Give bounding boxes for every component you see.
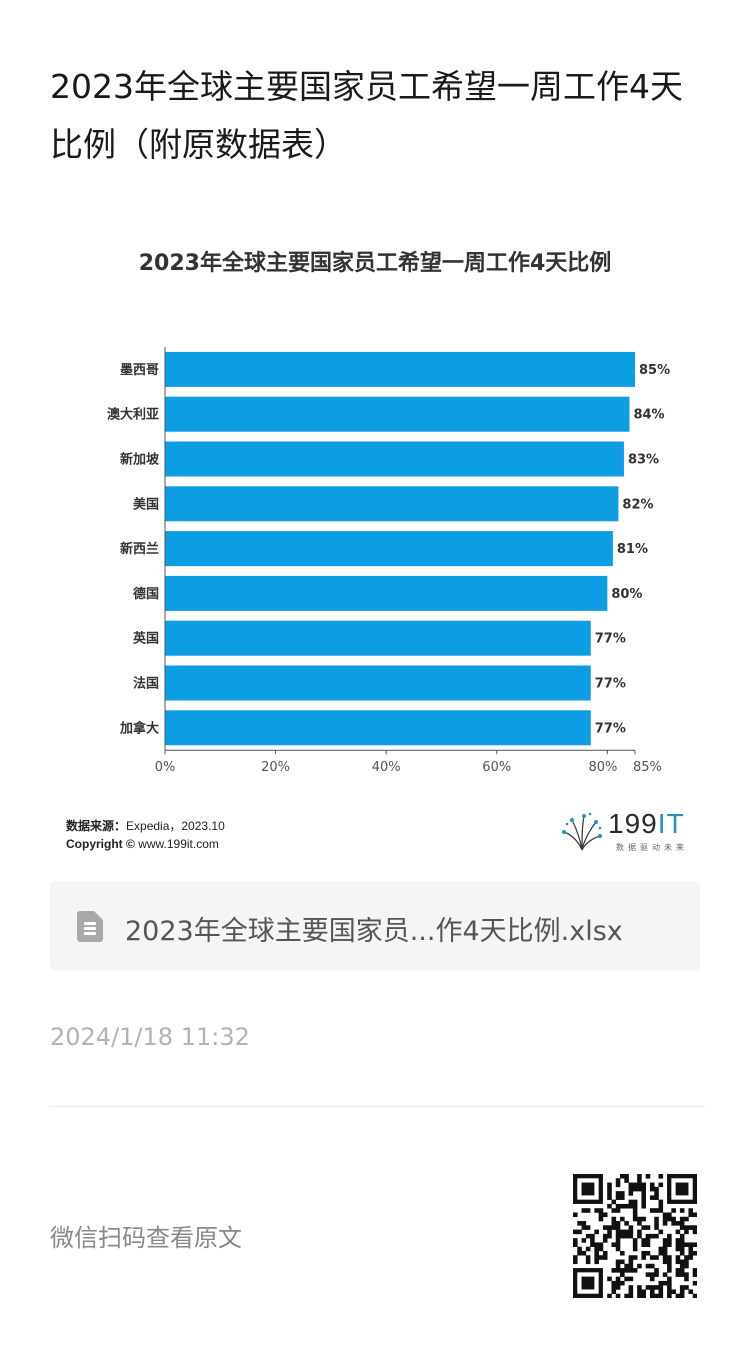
copyright-label: Copyright © — [66, 837, 135, 851]
copyright-line: Copyright © www.199it.com — [66, 837, 219, 851]
source-line: 数据来源：Expedia，2023.10 — [66, 817, 225, 834]
spreadsheet-file-icon — [77, 911, 103, 942]
data-label: 81% — [617, 542, 648, 557]
brand-logo: 199IT 数据驱动未来 — [560, 808, 690, 856]
data-label: 77% — [595, 677, 626, 692]
category-label: 美国 — [133, 496, 159, 512]
category-label: 加拿大 — [119, 720, 159, 736]
data-label: 84% — [633, 408, 664, 423]
category-label: 德国 — [133, 586, 159, 602]
attachment-card[interactable]: 2023年全球主要国家员...作4天比例.xlsx — [50, 881, 700, 971]
chart-bar — [165, 665, 591, 701]
chart-bar — [165, 486, 619, 522]
divider — [50, 1106, 705, 1107]
brand-name: 199IT — [608, 808, 685, 839]
publish-time: 2024/1/18 11:32 — [50, 1023, 250, 1051]
chart-bar — [165, 441, 624, 477]
copyright-text: www.199it.com — [138, 837, 219, 851]
category-label: 墨西哥 — [120, 362, 159, 378]
attachment-file-name[interactable]: 2023年全球主要国家员...作4天比例.xlsx — [125, 916, 623, 947]
qr-code-icon[interactable] — [573, 1174, 697, 1298]
category-label: 新西兰 — [120, 541, 159, 557]
qr-hint: 微信扫码查看原文 — [50, 1224, 242, 1252]
data-label: 82% — [622, 497, 653, 512]
dandelion-icon — [562, 812, 602, 851]
category-label: 澳大利亚 — [107, 407, 159, 423]
chart-bar — [165, 710, 591, 746]
chart-image: 2023年全球主要国家员工希望一周工作4天比例 墨西哥 85% 澳大利亚 84% 新加坡… — [50, 225, 700, 865]
bar-chart: 墨西哥 85% 澳大利亚 84% 新加坡 83% 美国 82% 新西兰 81% 德国 80% 英国 77%… — [107, 347, 670, 775]
category-label: 法国 — [133, 676, 159, 692]
brand-tagline: 数据驱动未来 — [616, 843, 688, 852]
data-label: 77% — [595, 721, 626, 736]
data-label: 77% — [595, 632, 626, 647]
data-label: 83% — [628, 453, 659, 468]
article-title: 2023年全球主要国家员工希望一周工作4天比例（附原数据表） — [50, 67, 683, 164]
source-text: Expedia，2023.10 — [126, 819, 225, 833]
x-tick-label: 40% — [372, 760, 401, 775]
chart-bar — [165, 620, 591, 656]
data-label: 80% — [611, 587, 642, 602]
x-tick-label: 0% — [155, 760, 176, 775]
x-tick-label: 80% — [588, 760, 617, 775]
chart-title: 2023年全球主要国家员工希望一周工作4天比例 — [138, 251, 612, 276]
x-tick-label: 60% — [482, 760, 511, 775]
category-label: 英国 — [132, 631, 159, 647]
chart-bar — [165, 575, 608, 611]
category-label: 新加坡 — [120, 452, 160, 468]
chart-bar — [165, 396, 630, 432]
source-label: 数据来源： — [66, 819, 127, 833]
x-tick-label: 20% — [261, 760, 290, 775]
x-tick-label: 85% — [633, 760, 662, 775]
chart-bar — [165, 531, 613, 567]
chart-bar — [165, 351, 635, 387]
data-label: 85% — [639, 363, 670, 378]
